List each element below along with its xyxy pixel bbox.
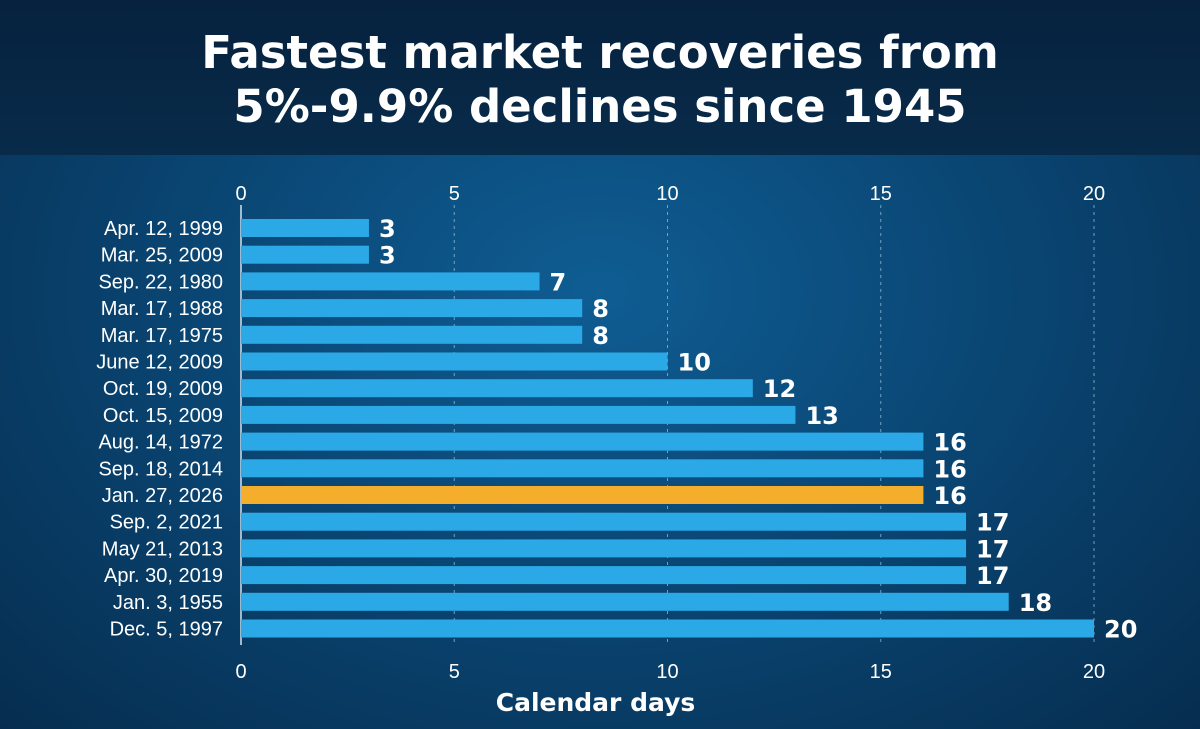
bar-2 [241, 245, 369, 264]
bottom-tick-label-10: 10 [656, 661, 678, 683]
bar-10 [241, 459, 924, 478]
value-label-10: 16 [933, 455, 966, 483]
category-label-1: Apr. 12, 1999 [104, 218, 223, 240]
top-tick-label-20: 20 [1083, 183, 1105, 205]
bar-12 [241, 512, 967, 531]
bar-3 [241, 272, 540, 291]
bottom-tick-label-0: 0 [235, 661, 246, 683]
value-label-8: 13 [805, 402, 838, 430]
value-label-6: 10 [678, 349, 711, 377]
category-label-7: Oct. 19, 2009 [103, 378, 223, 400]
bar-5 [241, 325, 583, 344]
bottom-tick-label-5: 5 [449, 661, 460, 683]
category-label-8: Oct. 15, 2009 [103, 405, 223, 427]
category-label-9: Aug. 14, 1972 [98, 432, 223, 454]
category-label-6: June 12, 2009 [96, 352, 223, 374]
bar-9 [241, 432, 924, 451]
bar-7 [241, 379, 753, 398]
category-label-15: Jan. 3, 1955 [113, 592, 223, 614]
bar-1 [241, 219, 369, 237]
category-label-5: Mar. 17, 1975 [101, 325, 223, 347]
value-label-1: 3 [379, 215, 396, 243]
bar-14 [241, 566, 967, 585]
chart-title: Fastest market recoveries from 5%-9.9% d… [0, 26, 1200, 134]
value-label-5: 8 [592, 322, 609, 350]
value-label-4: 8 [592, 295, 609, 323]
value-label-9: 16 [933, 429, 966, 457]
value-label-7: 12 [763, 375, 796, 403]
category-label-2: Mar. 25, 2009 [101, 245, 223, 267]
header-band [0, 0, 1200, 155]
category-label-12: Sep. 2, 2021 [110, 512, 223, 534]
value-label-16: 20 [1104, 616, 1137, 644]
chart-title-line-1: Fastest market recoveries from [201, 26, 999, 79]
bottom-tick-label-20: 20 [1083, 661, 1105, 683]
value-label-12: 17 [976, 509, 1009, 537]
category-label-14: Apr. 30, 2019 [104, 565, 223, 587]
top-tick-label-15: 15 [870, 183, 892, 205]
bar-15 [241, 592, 1009, 611]
top-tick-label-0: 0 [235, 183, 246, 205]
value-label-11: 16 [933, 482, 966, 510]
category-label-3: Sep. 22, 1980 [98, 271, 223, 293]
bar-16 [241, 619, 1094, 638]
x-axis-title: Calendar days [496, 688, 696, 717]
value-label-15: 18 [1019, 589, 1052, 617]
category-label-4: Mar. 17, 1988 [101, 298, 223, 320]
bar-8 [241, 405, 796, 424]
top-tick-label-5: 5 [449, 183, 460, 205]
value-label-2: 3 [379, 242, 396, 270]
value-label-14: 17 [976, 562, 1009, 590]
bar-4 [241, 299, 583, 318]
category-label-13: May 21, 2013 [102, 538, 223, 560]
category-label-11: Jan. 27, 2026 [102, 485, 223, 507]
bar-13 [241, 539, 967, 558]
chart-title-line-2: 5%-9.9% declines since 1945 [233, 80, 967, 133]
value-label-13: 17 [976, 535, 1009, 563]
bar-11 [241, 486, 924, 504]
category-label-10: Sep. 18, 2014 [98, 458, 223, 480]
bottom-tick-label-15: 15 [870, 661, 892, 683]
value-label-3: 7 [550, 268, 567, 296]
top-tick-label-10: 10 [656, 183, 678, 205]
category-label-16: Dec. 5, 1997 [110, 619, 223, 641]
bar-6 [241, 352, 668, 371]
